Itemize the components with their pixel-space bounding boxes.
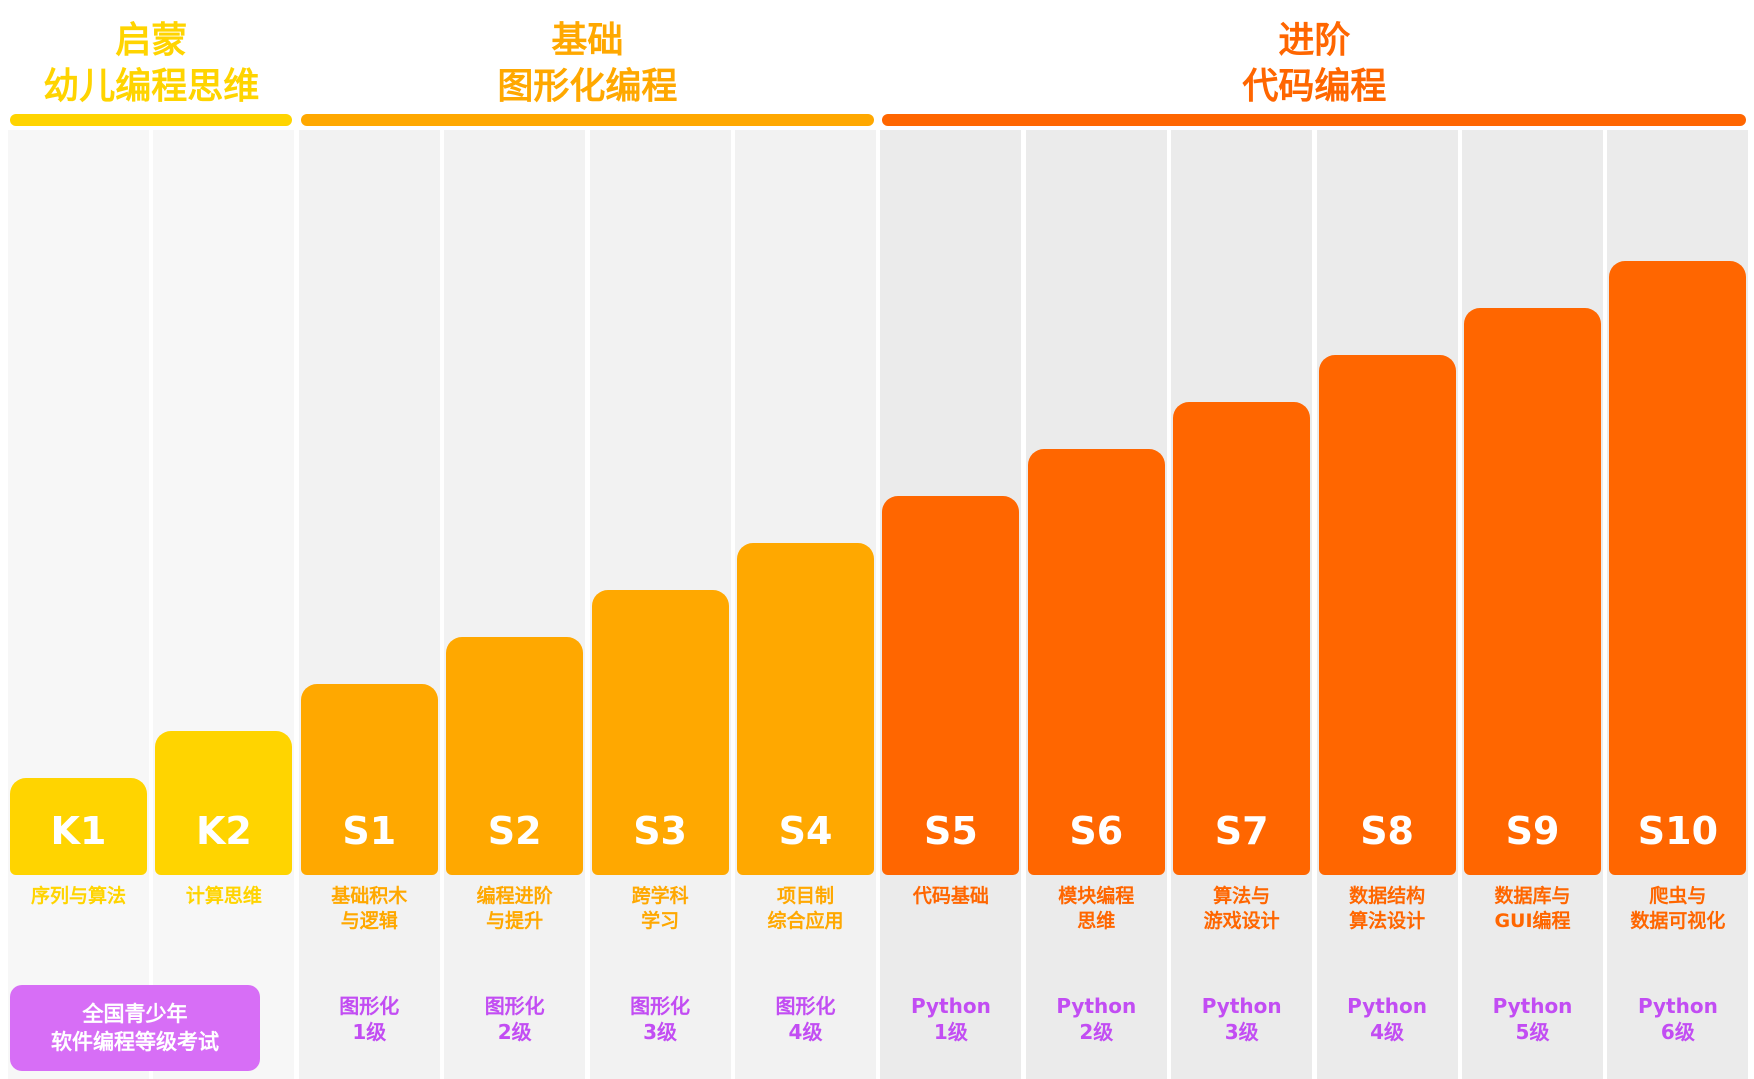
level-topic-label: 跨学科 学习 — [631, 885, 689, 932]
stage-title-line1: 基础 — [551, 20, 624, 61]
level-bar — [1464, 308, 1601, 875]
certification-label: Python 4级 — [1347, 994, 1428, 1044]
certification-label: Python 3级 — [1201, 994, 1282, 1044]
certification-label: 图形化 1级 — [339, 994, 400, 1044]
level-code-label: S1 — [342, 809, 397, 853]
level-topic-label: 基础积木 与逻辑 — [331, 885, 408, 932]
exam-badge-line1: 全国青少年 — [82, 1002, 188, 1026]
level-bar — [1173, 402, 1311, 875]
stage-title-line1: 启蒙 — [115, 20, 188, 61]
stage-underline-enlighten — [10, 114, 293, 126]
level-bar — [1609, 261, 1747, 875]
level-code-label: K1 — [50, 809, 107, 853]
level-code-label: S7 — [1214, 809, 1269, 853]
certification-label: Python 5级 — [1492, 994, 1573, 1044]
level-code-label: S3 — [633, 809, 687, 853]
level-topic-label: 计算思维 — [185, 885, 262, 907]
certification-label: Python 6级 — [1637, 994, 1718, 1044]
certification-label: 图形化 3级 — [630, 994, 691, 1044]
level-topic-label: 数据库与 GUI编程 — [1494, 885, 1571, 932]
level-code-label: S2 — [487, 809, 542, 853]
level-bar — [300, 684, 438, 875]
level-bar — [10, 778, 147, 875]
certification-label: Python 1级 — [910, 994, 991, 1044]
stage-title-line2: 代码编程 — [1242, 66, 1387, 107]
level-code-label: S9 — [1505, 809, 1560, 853]
level-code-label: S6 — [1069, 809, 1124, 853]
exam-badge: 全国青少年软件编程等级考试 — [10, 985, 260, 1071]
stage-underline-advanced — [882, 114, 1747, 126]
level-bar — [155, 731, 293, 875]
certification-label: 图形化 2级 — [484, 994, 545, 1044]
exam-badge-line2: 软件编程等级考试 — [51, 1030, 219, 1054]
level-topic-label: 序列与算法 — [30, 885, 126, 907]
column-background — [8, 130, 149, 1079]
level-topic-label: 代码基础 — [912, 885, 989, 907]
stage-title-line1: 进阶 — [1278, 20, 1351, 61]
stage-title-basic: 基础 图形化编程 — [301, 18, 874, 110]
certification-label: Python 2级 — [1056, 994, 1137, 1044]
stage-title-advanced: 进阶 代码编程 — [882, 18, 1746, 110]
level-topic-label: 编程进阶 与提升 — [476, 885, 553, 932]
level-bar — [446, 637, 584, 875]
level-code-label: S5 — [923, 809, 978, 853]
stage-title-line2: 图形化编程 — [497, 66, 678, 107]
level-code-label: S4 — [778, 809, 833, 853]
level-topic-label: 项目制 综合应用 — [767, 885, 844, 932]
level-bar — [737, 543, 874, 875]
level-bar — [882, 496, 1020, 875]
level-topic-label: 数据结构 算法设计 — [1349, 885, 1426, 932]
stage-title-line2: 幼儿编程思维 — [43, 66, 260, 107]
level-bar — [1318, 355, 1456, 875]
level-topic-label: 模块编程 思维 — [1058, 885, 1135, 932]
certification-label: 图形化 4级 — [775, 994, 836, 1044]
column-background — [298, 130, 440, 1079]
level-code-label: S8 — [1360, 809, 1414, 853]
stage-title-enlighten: 启蒙 幼儿编程思维 — [10, 18, 292, 110]
level-topic-label: 爬虫与 数据可视化 — [1630, 885, 1726, 932]
level-code-label: S10 — [1637, 809, 1719, 853]
column-background — [153, 130, 295, 1079]
level-bar — [591, 590, 729, 875]
level-bar — [1027, 449, 1165, 875]
level-code-label: K2 — [195, 809, 252, 853]
column-background — [444, 130, 586, 1079]
stage-underline-basic — [300, 114, 874, 126]
level-topic-label: 算法与 游戏设计 — [1203, 885, 1280, 932]
